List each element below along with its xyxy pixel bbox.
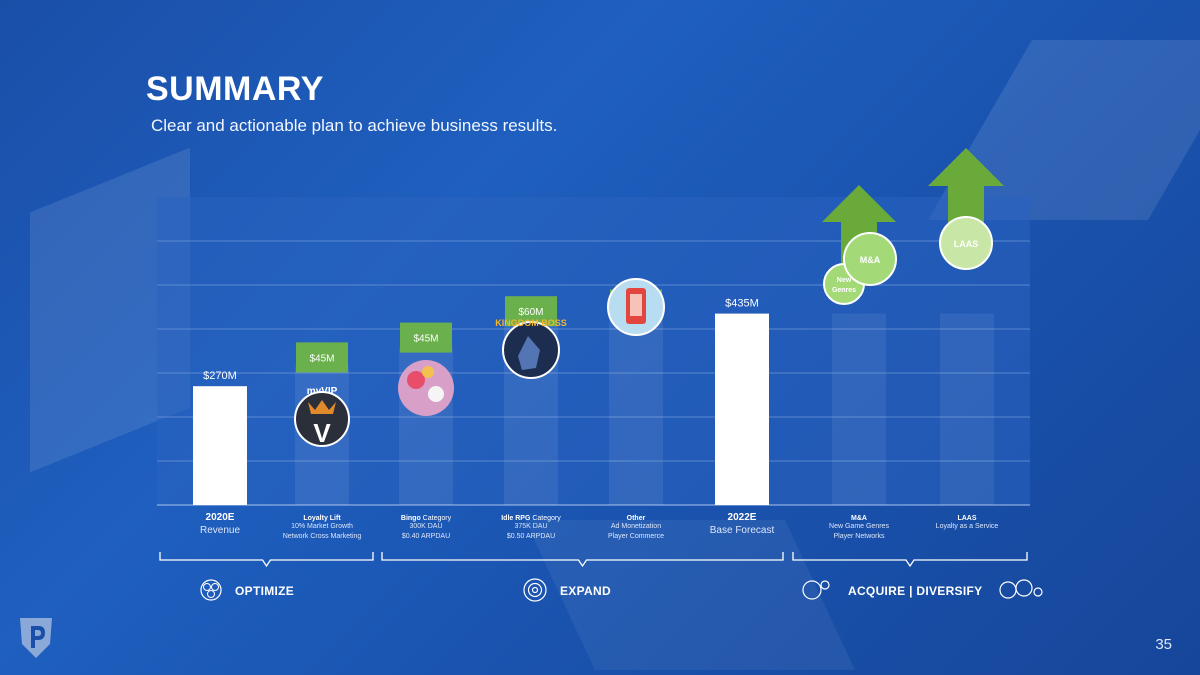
- bingo-ball-icon: [428, 386, 444, 402]
- upside-circle-label: M&A: [860, 255, 881, 265]
- value-box: [400, 322, 452, 353]
- category-label: 2022E: [728, 512, 757, 523]
- page-title: SUMMARY: [146, 70, 324, 108]
- value-label: $435M: [725, 298, 759, 310]
- value-label: $60M: [518, 307, 543, 318]
- category-sublabel: New Game Genres: [829, 523, 889, 530]
- upside-circle: [843, 232, 897, 286]
- bingo-ball-icon: [422, 366, 434, 378]
- crown-icon: [308, 400, 336, 414]
- category-sublabel: 375K DAU: [514, 523, 547, 530]
- company-logo: [20, 618, 52, 658]
- value-label: $45M: [309, 353, 334, 364]
- myvip-letter: V: [313, 418, 331, 448]
- optimize-icon: [200, 579, 222, 601]
- acquire-icon-small: [820, 580, 830, 590]
- category-sublabel: Revenue: [200, 525, 240, 536]
- page-number: 35: [1155, 636, 1172, 653]
- group-label-expand: EXPAND: [560, 584, 611, 598]
- category-label: LAAS: [957, 515, 976, 522]
- kingdom-boss-logo: KINGDOM BOSS: [495, 318, 567, 328]
- upside-arrow: [822, 185, 896, 268]
- category-sublabel: 300K DAU: [409, 523, 442, 530]
- bracket-optimize: [159, 552, 374, 568]
- upside-circle-label: Genres: [832, 287, 856, 294]
- expand-icon-ring: [527, 582, 543, 598]
- value-label: $45M: [413, 334, 438, 345]
- category-label: Loyalty Lift: [303, 515, 341, 522]
- bracket-expand: [381, 552, 784, 568]
- acquire-icon: [802, 580, 822, 600]
- group-label-acquire: ACQUIRE | DIVERSIFY: [848, 584, 983, 598]
- bingo-ball-icon: [407, 371, 425, 389]
- category-sublabel: Ad Monetization: [611, 523, 661, 530]
- diversify-icon: [999, 581, 1017, 599]
- warrior-icon: [518, 336, 540, 370]
- category-label: M&A: [851, 515, 867, 522]
- step-column: [609, 313, 663, 505]
- value-box: [296, 342, 348, 373]
- myvip-icon: [294, 391, 350, 447]
- category-sublabel: $0.50 ARPDAU: [507, 533, 555, 540]
- diversify-icon-small: [1033, 587, 1043, 597]
- group-label-optimize: OPTIMIZE: [235, 584, 295, 598]
- placeholder-bar: [940, 313, 994, 505]
- category-sublabel: Player Networks: [834, 533, 885, 540]
- upside-circle: [939, 216, 993, 270]
- category-sublabel: 10% Market Growth: [291, 523, 353, 530]
- category-sublabel: Network Cross Marketing: [283, 533, 362, 540]
- page-subtitle: Clear and actionable plan to achieve bus…: [151, 116, 558, 135]
- category-sublabel: Loyalty as a Service: [936, 523, 999, 530]
- phone-screen-icon: [630, 294, 642, 316]
- optimize-icon-dot: [207, 590, 215, 598]
- upside-arrow: [928, 148, 1004, 232]
- bracket-acquire: [792, 552, 1028, 568]
- expand-icon: [523, 578, 547, 602]
- category-label: 2020E: [206, 512, 235, 523]
- category-sublabel: Player Commerce: [608, 533, 664, 540]
- category-label: Other: [627, 515, 646, 522]
- optimize-icon-dot: [211, 583, 219, 591]
- upside-circle-label: LAAS: [954, 239, 979, 249]
- plot-area: [157, 197, 1030, 505]
- category-label: Bingo Category: [401, 515, 452, 522]
- optimize-icon-dot: [203, 583, 211, 591]
- category-label: Idle RPG Category: [501, 515, 561, 522]
- total-bar: [715, 313, 769, 505]
- upside-circle-label: New: [837, 277, 852, 284]
- diversify-icon: [1015, 579, 1033, 597]
- category-sublabel: $0.40 ARPDAU: [402, 533, 450, 540]
- total-bar: [193, 386, 247, 505]
- placeholder-bar: [832, 313, 886, 505]
- category-sublabel: Base Forecast: [710, 525, 775, 536]
- value-label: $270M: [203, 370, 237, 382]
- expand-icon-core: [531, 586, 539, 594]
